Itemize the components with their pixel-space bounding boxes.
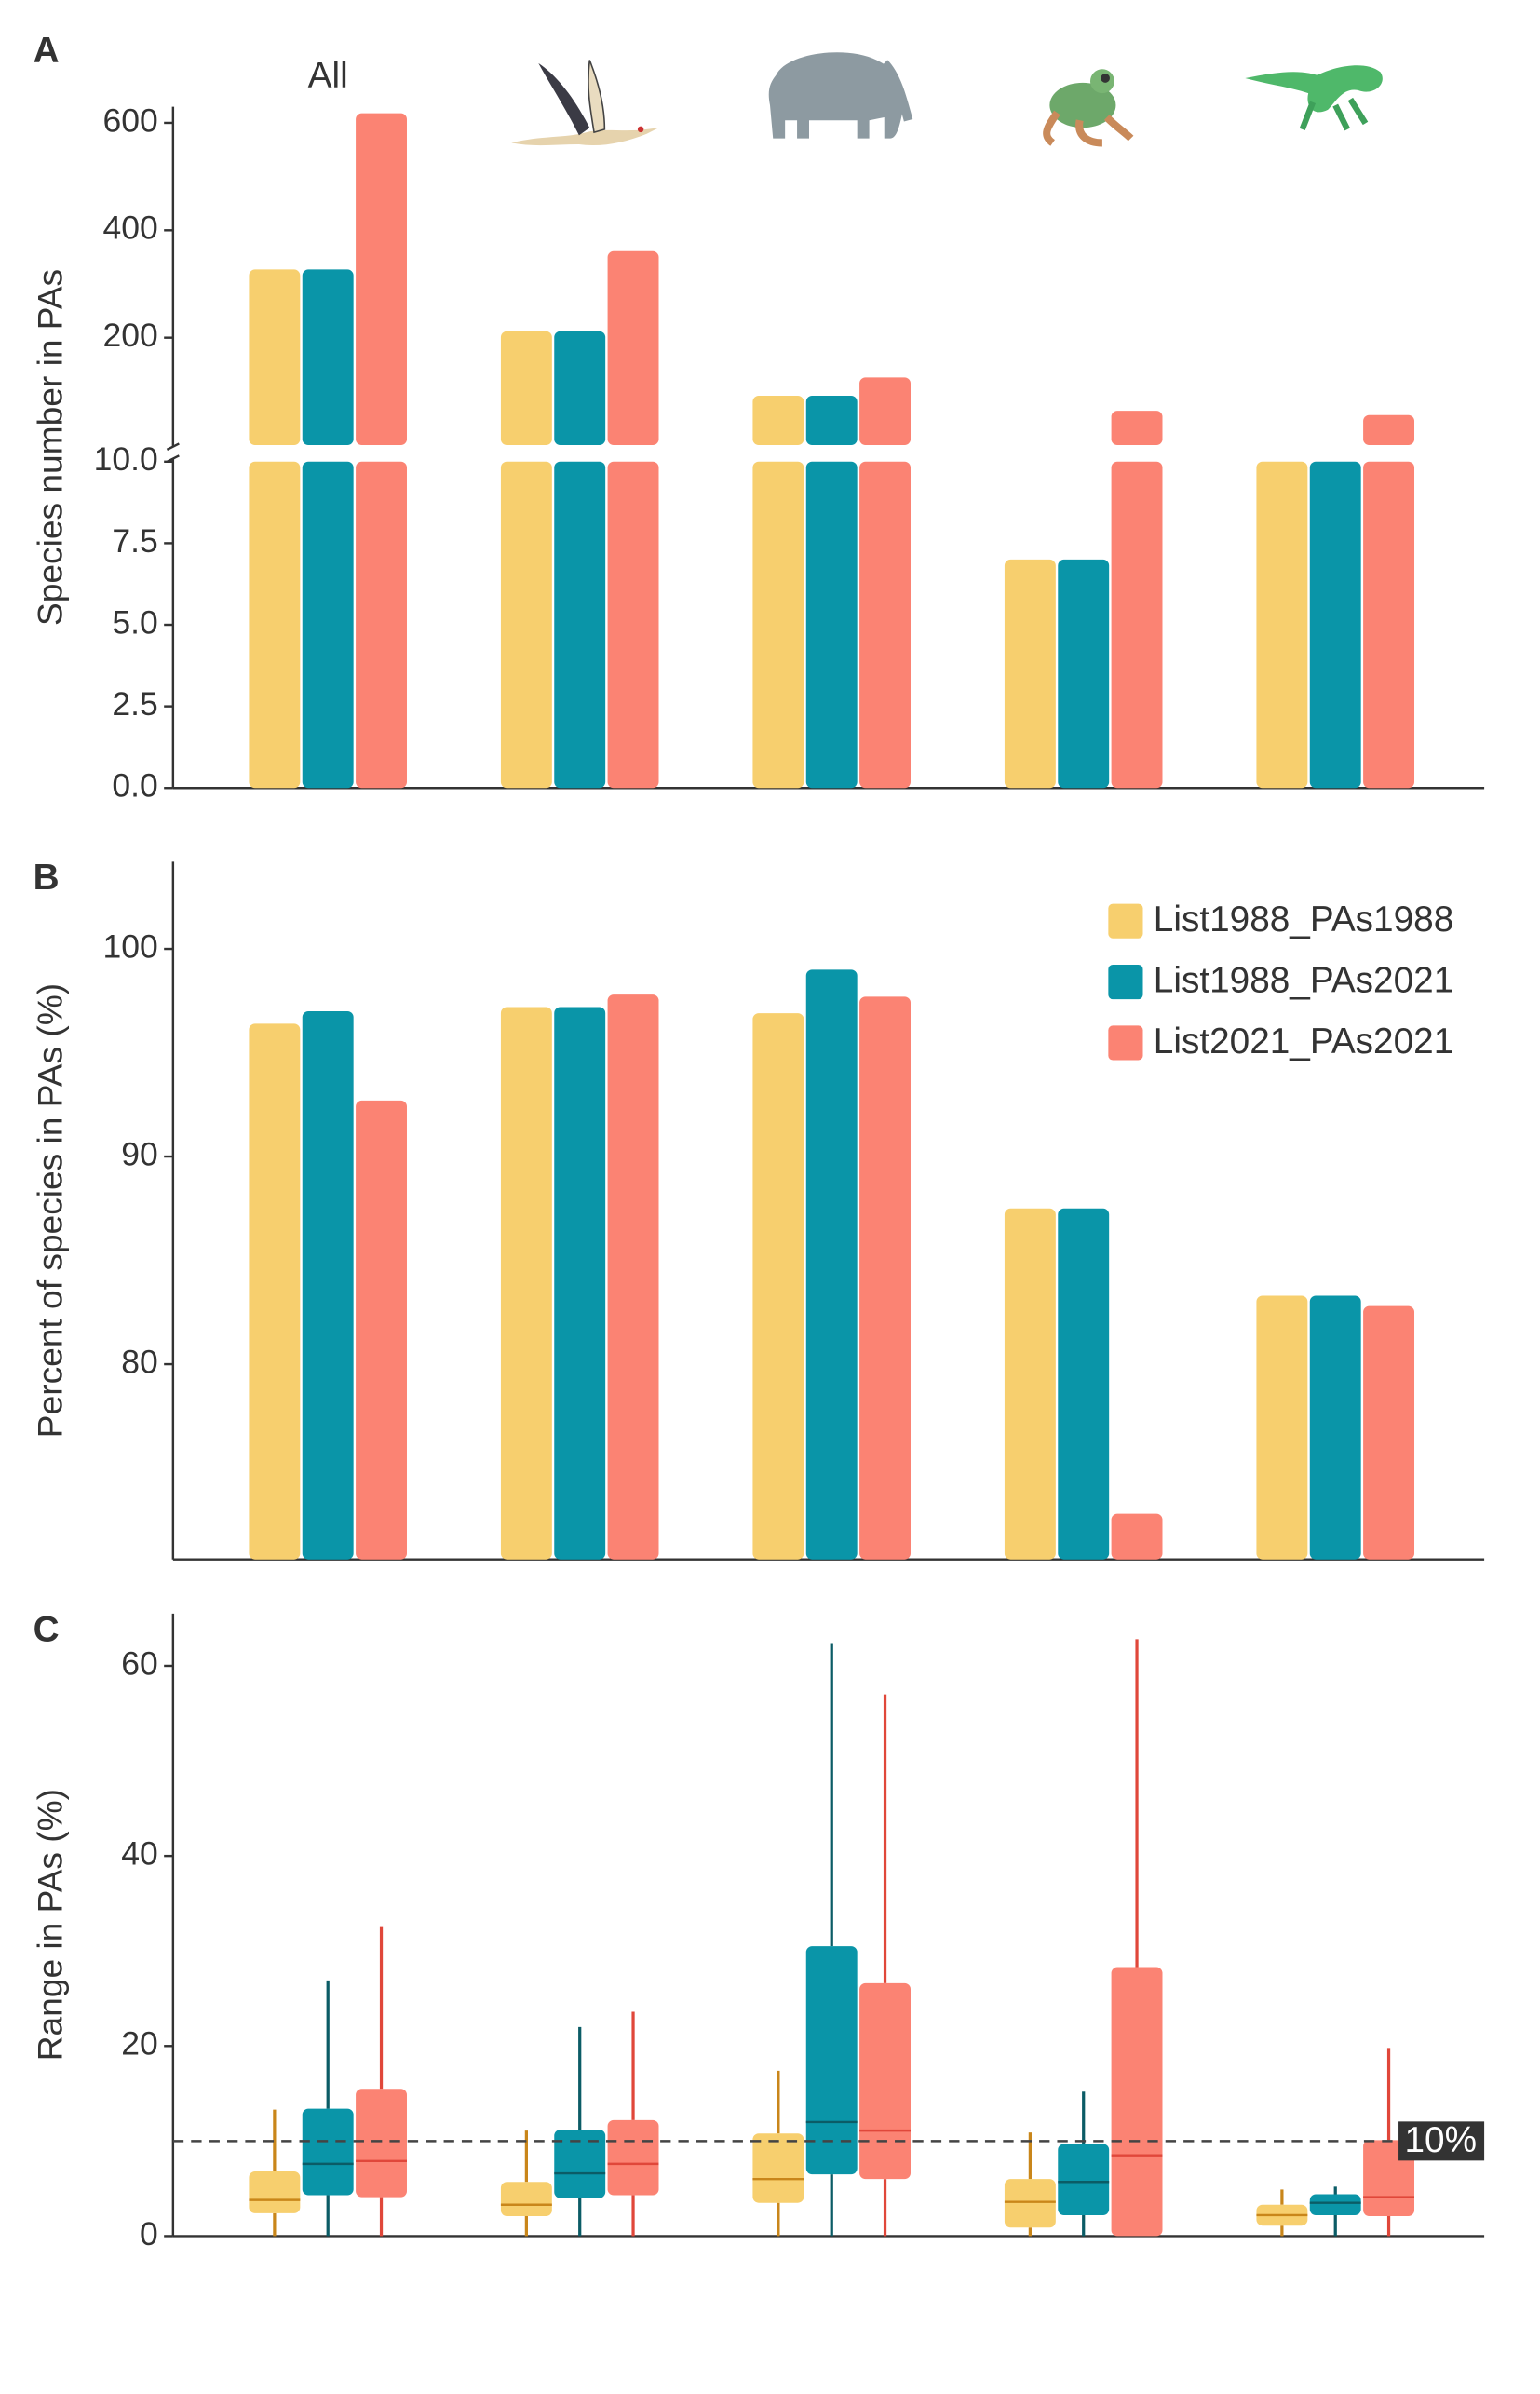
box [1004, 2179, 1056, 2228]
bar [752, 395, 804, 446]
y-axis-label: Species number in PAs [30, 269, 69, 626]
bar [302, 1010, 354, 1560]
y-tick-label: 400 [102, 210, 157, 247]
y-tick-label: 200 [102, 317, 157, 354]
elephant-icon [768, 52, 913, 139]
bar [859, 996, 911, 1560]
reference-label: 10% [1404, 2120, 1477, 2160]
bar [554, 461, 606, 789]
bar [554, 331, 606, 446]
box [752, 2133, 804, 2203]
bar [1111, 461, 1163, 789]
box [859, 1982, 911, 2180]
y-tick-label: 0.0 [112, 767, 157, 805]
bar [356, 1100, 407, 1560]
bar [249, 1023, 301, 1560]
bar [752, 1013, 804, 1560]
reference-label-bg [1398, 2121, 1485, 2161]
bar [1058, 559, 1110, 789]
bar [607, 250, 659, 446]
lizard-icon [1245, 65, 1383, 131]
y-tick-label: 7.5 [112, 522, 157, 560]
panel-label: C [34, 1609, 60, 1649]
y-tick-label: 5.0 [112, 603, 157, 641]
legend-swatch [1108, 1025, 1143, 1061]
bar [1309, 1295, 1361, 1560]
bar [249, 269, 301, 446]
panel-label: A [34, 31, 60, 71]
bar [859, 377, 911, 446]
bar [1004, 1208, 1056, 1560]
axis-break [166, 442, 180, 463]
box [500, 2182, 552, 2216]
legend-label: List2021_PAs2021 [1154, 1021, 1453, 1062]
bar [1058, 1208, 1110, 1560]
bar [805, 969, 858, 1560]
bar [1256, 461, 1308, 789]
bar [1111, 1513, 1163, 1560]
bar [752, 461, 804, 789]
category-label: All [308, 56, 348, 96]
y-tick-label: 600 [102, 101, 157, 139]
bar [607, 994, 659, 1560]
bar [1004, 559, 1056, 789]
panel-label: B [34, 858, 60, 898]
y-tick-label: 90 [121, 1135, 158, 1172]
bar [500, 1007, 552, 1560]
bar [1256, 1295, 1308, 1560]
box [1058, 2144, 1110, 2215]
box [302, 2108, 354, 2196]
frog-icon [1043, 69, 1134, 147]
bar [356, 113, 407, 446]
y-tick-label: 80 [121, 1343, 158, 1380]
bar [500, 461, 552, 789]
y-tick-label: 60 [121, 1644, 158, 1682]
bar [805, 461, 858, 789]
box [607, 2119, 659, 2196]
bar [859, 461, 911, 789]
legend-label: List1988_PAs1988 [1154, 899, 1453, 940]
box [356, 2089, 407, 2198]
bar [302, 461, 354, 789]
bar [1363, 461, 1415, 789]
y-tick-label: 20 [121, 2025, 158, 2063]
box [1309, 2194, 1361, 2215]
box [249, 2171, 301, 2213]
y-axis-label: Percent of species in PAs (%) [30, 983, 69, 1438]
bar [1309, 461, 1361, 789]
y-tick-label: 10.0 [94, 440, 158, 478]
y-tick-label: 0 [140, 2215, 158, 2252]
legend-label: List1988_PAs2021 [1154, 961, 1453, 1001]
legend-swatch [1108, 903, 1143, 939]
legend-swatch [1108, 964, 1143, 1000]
bar [356, 461, 407, 789]
bird-icon [511, 60, 659, 146]
box [1111, 1967, 1163, 2237]
y-tick-label: 2.5 [112, 685, 157, 723]
bar [554, 1007, 606, 1560]
bar [1111, 411, 1163, 446]
y-tick-label: 100 [102, 927, 157, 965]
bar [805, 395, 858, 446]
bar [302, 269, 354, 446]
box [554, 2130, 606, 2198]
bar [500, 331, 552, 446]
y-tick-label: 40 [121, 1835, 158, 1873]
bar [1363, 1305, 1415, 1560]
bar [249, 461, 301, 789]
y-axis-label: Range in PAs (%) [30, 1789, 69, 2061]
bar [607, 461, 659, 789]
bar [1363, 414, 1415, 446]
box [805, 1946, 858, 2175]
